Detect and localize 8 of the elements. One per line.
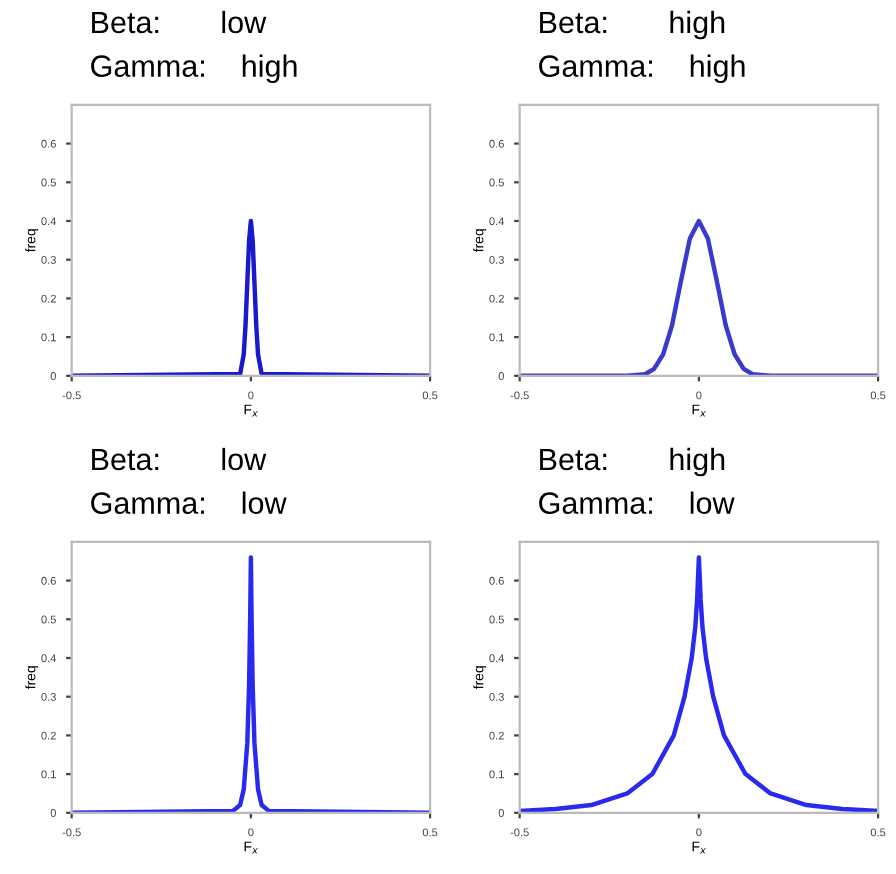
chart-title: Beta: high — [540, 10, 725, 40]
chart-subtitle: Gamma: high — [91, 54, 297, 84]
chart-title: Beta: low — [92, 10, 267, 34]
chart-title: Beta: low — [92, 447, 267, 471]
chart-subtitle: Gamma: low — [539, 491, 735, 514]
chart-subtitle: Gamma: high — [539, 54, 745, 84]
chart-title: Beta: high — [540, 447, 725, 477]
chart-subtitle: Gamma: low — [91, 491, 287, 514]
